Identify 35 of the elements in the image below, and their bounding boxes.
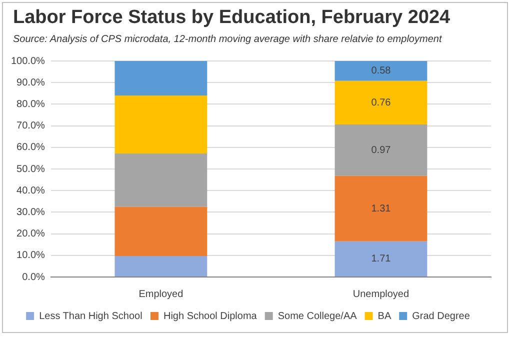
bar — [334, 124, 428, 176]
y-tick-label: 90.0% — [16, 77, 46, 88]
legend-label: Less Than High School — [39, 310, 142, 322]
bar — [334, 80, 428, 125]
annotation: 1.71 — [371, 254, 392, 265]
bar — [334, 61, 428, 81]
y-tick-label: 30.0% — [16, 206, 46, 218]
annotation: 0.97 — [371, 144, 392, 156]
legend-label: Grad Degree — [412, 310, 470, 322]
y-tick-label: 60.0% — [16, 142, 46, 154]
bar — [114, 256, 208, 276]
y-tick-label: 40.0% — [16, 185, 46, 196]
y-tick-label: 10.0% — [16, 250, 46, 262]
annotation: 0.58 — [371, 66, 392, 77]
bar — [114, 153, 208, 207]
bar — [114, 96, 208, 154]
legend-label: High School Diploma — [163, 310, 258, 322]
annotation: 0.76 — [371, 97, 392, 108]
chart-subtitle: Source: Analysis of CPS microdata, 12-month moving average with share relatvie to employment — [13, 34, 442, 45]
y-tick-label: 50.0% — [16, 164, 46, 175]
bar — [114, 206, 208, 256]
x-tick-label: Unemployed — [352, 288, 410, 300]
bar — [334, 176, 428, 242]
y-tick-label: 100.0% — [10, 56, 46, 67]
annotation: 1.31 — [371, 203, 392, 214]
x-tick-label: Employed — [138, 288, 184, 300]
y-tick-label: 20.0% — [16, 228, 46, 240]
bar — [334, 241, 428, 276]
y-tick-label: 70.0% — [16, 120, 46, 132]
legend-label: Some College/AA — [278, 310, 358, 322]
y-tick-label: 0.0% — [22, 272, 46, 283]
chart-title: Labor Force Status by Education, February 2024 — [13, 7, 450, 29]
bar — [114, 61, 208, 96]
y-tick-label: 80.0% — [16, 98, 46, 110]
legend-label: BA — [378, 310, 392, 322]
